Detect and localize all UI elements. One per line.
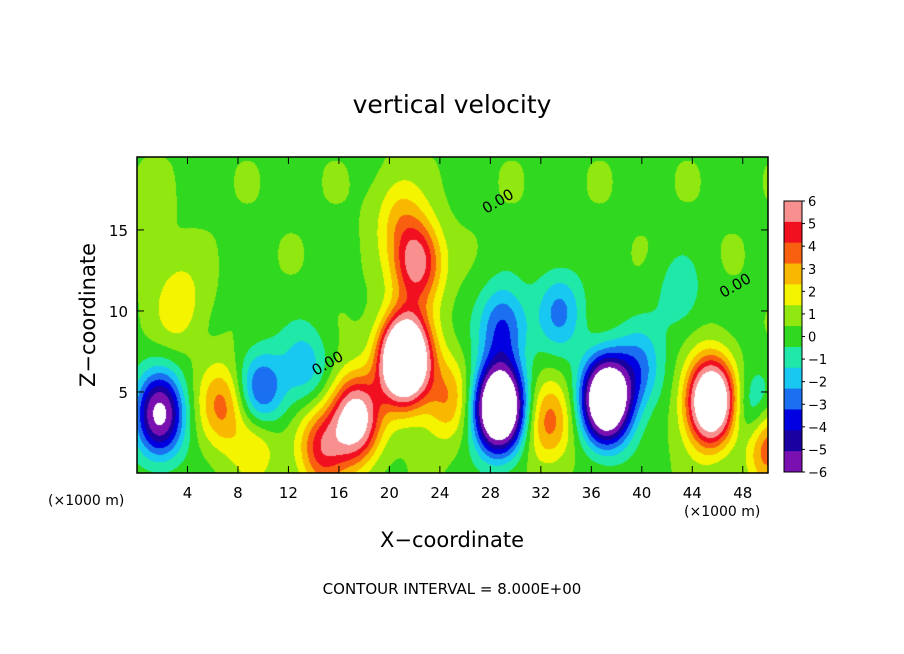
x-tick-label: 12 — [279, 484, 298, 502]
x-tick-label: 28 — [481, 484, 500, 502]
colorbar-label: 1 — [808, 308, 816, 323]
colorbar-swatch — [784, 242, 802, 264]
colorbar-label: −3 — [808, 398, 827, 413]
x-tick-label: 24 — [430, 484, 449, 502]
colorbar-swatch — [784, 326, 802, 348]
colorbar-label: −6 — [808, 466, 827, 481]
x-tick-label: 44 — [683, 484, 702, 502]
x-unit-right: (×1000 m) — [684, 504, 760, 520]
x-tick-label: 16 — [329, 484, 348, 502]
colorbar-label: −4 — [808, 421, 827, 436]
colorbar-label: 4 — [808, 240, 816, 255]
colorbar-labels: 6 5 4 3 2 1 0 −1 −2 −3 −4 −5 −6 — [802, 195, 827, 481]
chart-title: vertical velocity — [353, 90, 552, 119]
colorbar-swatch — [784, 367, 802, 390]
x-tick-label: 40 — [632, 484, 651, 502]
colorbar-swatch — [784, 201, 802, 223]
colorbar-label: 0 — [808, 331, 816, 346]
colorbar-swatch — [784, 346, 802, 369]
colorbar-label: −1 — [808, 353, 827, 368]
colorbar-swatch — [784, 221, 802, 244]
x-tick-label: 8 — [233, 484, 243, 502]
colorbar-label: −5 — [808, 443, 827, 458]
colorbar-swatch — [784, 305, 802, 327]
x-axis-ticks: 4 8 12 16 20 24 28 32 36 40 44 48 — [183, 157, 752, 502]
colorbar-swatch — [784, 388, 802, 410]
x-tick-label: 36 — [582, 484, 601, 502]
colorbar-label: 5 — [808, 218, 816, 233]
colorbar-swatch — [784, 263, 802, 285]
x-tick-label: 4 — [183, 484, 193, 502]
plot-frame — [136, 156, 769, 474]
colorbar-swatch — [784, 430, 802, 452]
colorbar-label: 3 — [808, 263, 816, 278]
colorbar-label: −2 — [808, 376, 827, 391]
x-unit-left: (×1000 m) — [48, 493, 124, 509]
colorbar-swatch — [784, 451, 802, 473]
plot-area: 0.000.000.00 4 8 12 16 20 24 28 32 36 40 44 48 5101… — [109, 156, 769, 502]
y-tick-label: 10 — [109, 303, 128, 321]
y-tick-label: 5 — [118, 384, 128, 402]
colorbar-swatch — [784, 284, 802, 306]
colorbar: 6 5 4 3 2 1 0 −1 −2 −3 −4 −5 −6 — [783, 195, 827, 481]
x-tick-label: 48 — [733, 484, 752, 502]
contour-interval-note: CONTOUR INTERVAL = 8.000E+00 — [323, 580, 582, 598]
colorbar-label: 2 — [808, 285, 816, 300]
colorbar-label: 6 — [808, 195, 816, 210]
x-tick-label: 32 — [531, 484, 550, 502]
x-axis-label: X−coordinate — [380, 528, 524, 552]
heatmap-field — [137, 157, 768, 473]
y-axis-label: Z−coordinate — [76, 243, 100, 387]
colorbar-swatches — [784, 201, 802, 473]
x-tick-label: 20 — [380, 484, 399, 502]
colorbar-swatch — [784, 409, 802, 431]
y-tick-label: 15 — [109, 222, 128, 240]
y-axis-ticks: 5 10 15 — [109, 222, 768, 402]
